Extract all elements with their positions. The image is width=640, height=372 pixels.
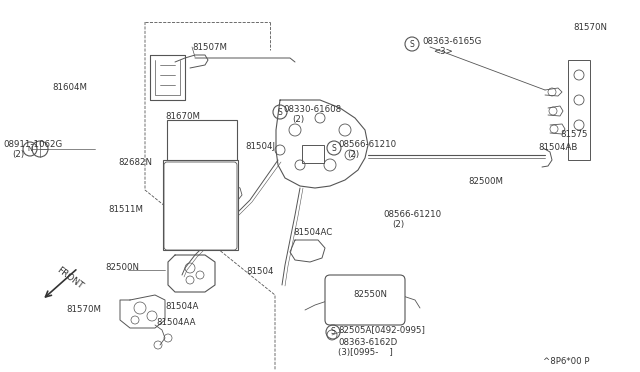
Text: S: S — [278, 108, 282, 116]
FancyBboxPatch shape — [164, 162, 237, 250]
Text: 08566-61210: 08566-61210 — [338, 140, 396, 149]
Bar — [167, 120, 237, 200]
Text: 82682N: 82682N — [118, 158, 152, 167]
FancyBboxPatch shape — [325, 275, 405, 325]
Text: (2): (2) — [12, 150, 24, 159]
Bar — [163, 160, 238, 250]
Text: 81604M: 81604M — [52, 83, 87, 92]
Text: 81504AA: 81504AA — [156, 318, 195, 327]
Text: 81504: 81504 — [246, 267, 273, 276]
Text: 81511M: 81511M — [108, 205, 143, 214]
Text: 81504AC: 81504AC — [293, 228, 332, 237]
Text: 81570N: 81570N — [573, 23, 607, 32]
Text: (3)[0995-    ]: (3)[0995- ] — [338, 348, 393, 357]
Text: 81504A: 81504A — [165, 302, 198, 311]
Text: 81504J: 81504J — [245, 142, 275, 151]
Text: (2): (2) — [347, 150, 359, 159]
Text: 81504AB: 81504AB — [538, 143, 577, 152]
Text: S: S — [331, 327, 335, 337]
Text: FRONT: FRONT — [55, 265, 84, 291]
Text: 08566-61210: 08566-61210 — [383, 210, 441, 219]
Text: 08911-1062G: 08911-1062G — [3, 140, 62, 149]
Text: <3>: <3> — [433, 47, 452, 56]
Text: S: S — [332, 144, 337, 153]
Text: N: N — [28, 146, 33, 152]
Text: 81507M: 81507M — [192, 43, 227, 52]
Text: 82500N: 82500N — [105, 263, 139, 272]
Bar — [302, 145, 324, 163]
Text: 08363-6162D: 08363-6162D — [338, 338, 397, 347]
Text: 81670M: 81670M — [165, 112, 200, 121]
Text: 08330-61608: 08330-61608 — [283, 105, 341, 114]
Text: 82550N: 82550N — [353, 290, 387, 299]
Text: ^8P6*00 P: ^8P6*00 P — [543, 357, 589, 366]
Text: S: S — [410, 39, 414, 48]
Bar — [568, 60, 590, 160]
Text: (2): (2) — [392, 220, 404, 229]
Text: 81570M: 81570M — [66, 305, 101, 314]
Text: 82500M: 82500M — [468, 177, 503, 186]
Text: 81575: 81575 — [560, 130, 588, 139]
Text: 82505A[0492-0995]: 82505A[0492-0995] — [338, 325, 425, 334]
Text: 08363-6165G: 08363-6165G — [422, 37, 481, 46]
Text: (2): (2) — [292, 115, 304, 124]
